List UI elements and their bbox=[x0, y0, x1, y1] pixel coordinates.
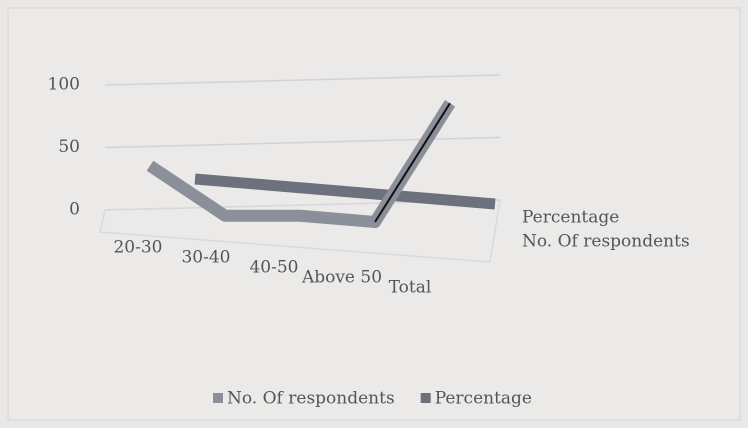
legend-swatch bbox=[420, 393, 431, 403]
floor bbox=[99, 199, 501, 263]
y-tick-label: 50 bbox=[58, 137, 80, 157]
y-tick-label: 100 bbox=[48, 75, 80, 95]
grid-line bbox=[104, 74, 501, 86]
y-tick-label: 0 bbox=[69, 200, 80, 220]
legend-label: Percentage bbox=[435, 389, 532, 409]
series-edge bbox=[374, 102, 451, 223]
depth-label: No. Of respondents bbox=[522, 232, 690, 252]
depth-label: Percentage bbox=[522, 208, 619, 228]
x-tick-label: 30-40 bbox=[181, 248, 230, 268]
legend-label: No. Of respondents bbox=[227, 389, 395, 409]
x-tick-label: 20-30 bbox=[113, 238, 162, 258]
legend-swatch bbox=[213, 393, 223, 403]
series-line bbox=[194, 173, 496, 210]
x-tick-label: Above 50 bbox=[301, 268, 382, 288]
x-tick-label: Total bbox=[389, 278, 432, 298]
x-tick-label: 40-50 bbox=[249, 258, 298, 278]
